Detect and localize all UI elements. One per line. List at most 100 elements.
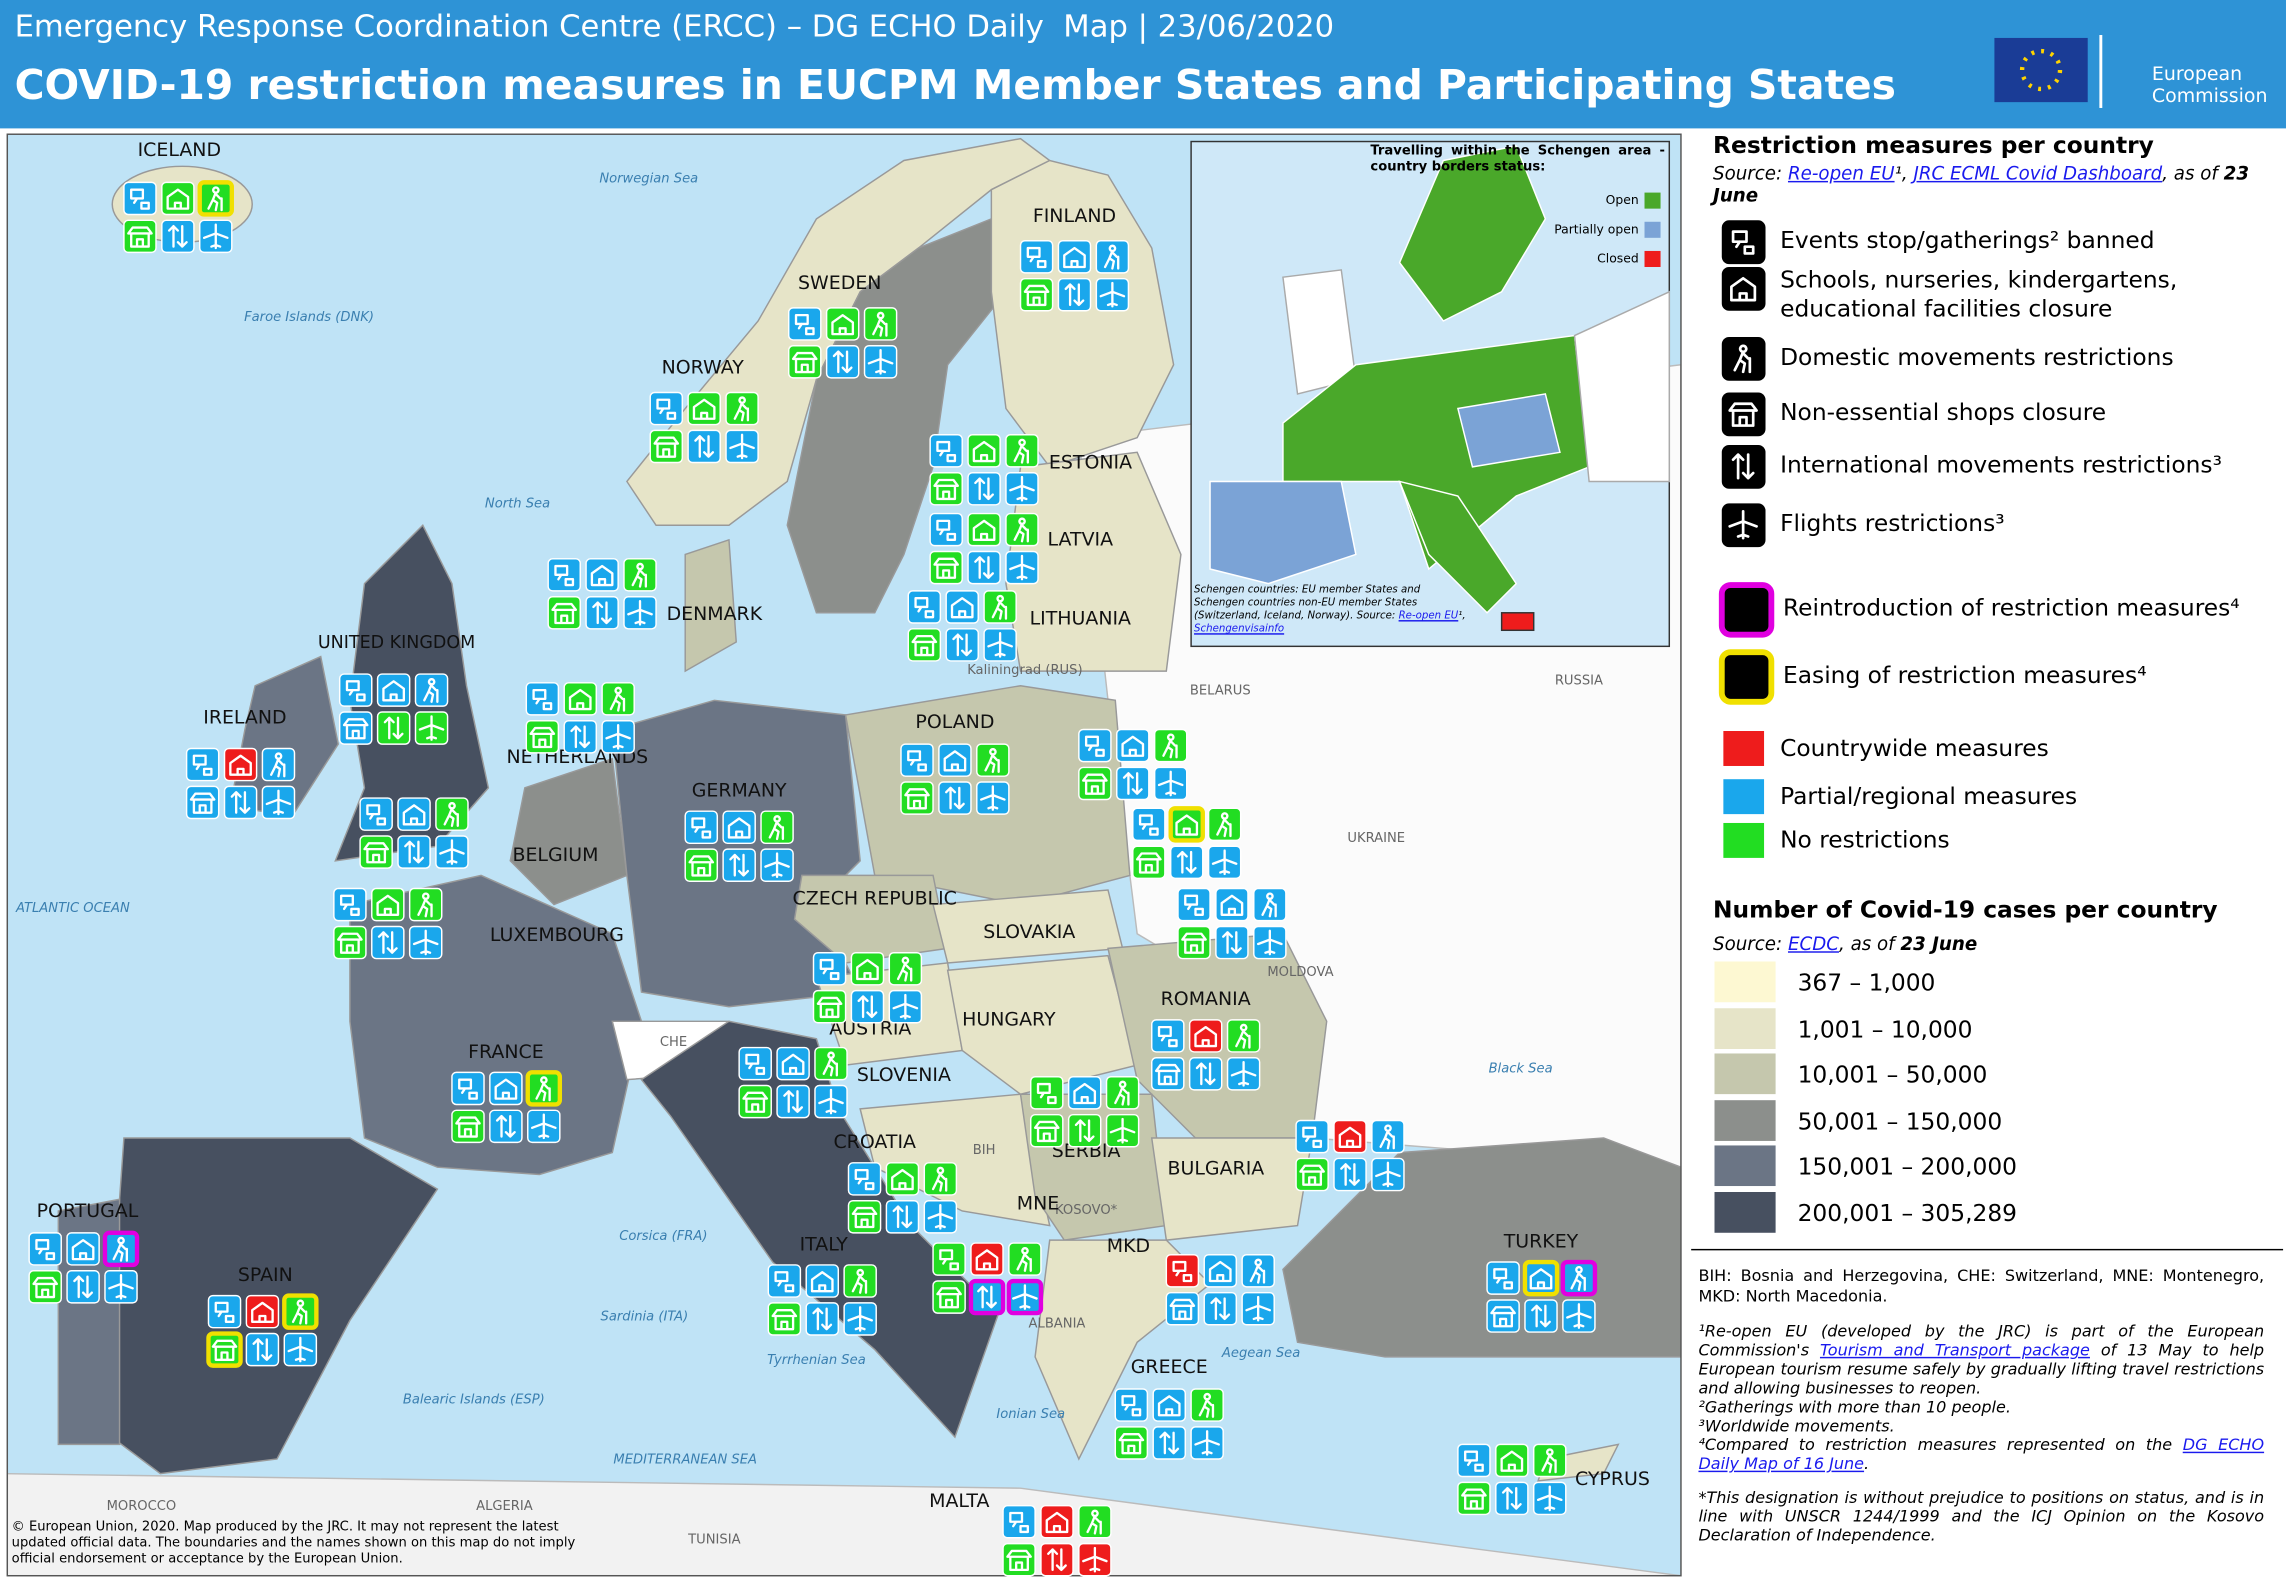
icon-glyph [851, 1206, 878, 1229]
icon-glyph [529, 726, 556, 749]
place-label: BIH [973, 1143, 996, 1158]
country-label: DENMARK [667, 603, 763, 625]
measure-icon [805, 1302, 840, 1336]
measure-icons [649, 391, 759, 464]
place-label: Black Sea [1489, 1061, 1553, 1076]
icon-glyph [1154, 1063, 1181, 1086]
legend-bin-label: 367 – 1,000 [1797, 968, 1936, 997]
legend-frame-label: Reintroduction of restriction measures⁴ [1783, 593, 2240, 622]
icon-glyph [495, 1114, 516, 1138]
measure-icon [1116, 766, 1150, 801]
place-label: MOLDOVA [1267, 965, 1333, 980]
footnote: ¹Re-open EU (developed by the JRC) is pa… [1698, 1322, 2264, 1398]
text-part: . [1864, 1454, 1870, 1474]
icon-glyph [688, 855, 715, 877]
icon-glyph [794, 313, 815, 336]
footnote: *This designation is without prejudice t… [1698, 1488, 2264, 1545]
country-label: FRANCE [468, 1041, 544, 1063]
measure-icon [805, 1264, 840, 1298]
abbreviations: BIH: Bosnia and Herzegovina, CHE: Switze… [1698, 1266, 2265, 1306]
icon-glyph [1731, 453, 1755, 480]
link[interactable]: JRC ECML Covid Dashboard [1913, 161, 2163, 184]
icon-glyph [631, 562, 648, 588]
measure-icon [525, 1070, 563, 1107]
icon-glyph [418, 715, 445, 741]
icon-glyph [1012, 1284, 1038, 1310]
icon-glyph [1157, 770, 1184, 797]
measure-icon [945, 628, 979, 662]
icon-glyph [402, 804, 426, 826]
icon-glyph [1194, 1430, 1220, 1456]
measure-icon [1215, 925, 1249, 960]
measure-icon [489, 1071, 523, 1106]
icon-glyph [1235, 1023, 1251, 1049]
main-title: COVID-19 restriction measures in EUCPM M… [14, 61, 1896, 110]
icon-glyph [729, 433, 755, 460]
measure-icon [623, 558, 657, 592]
measure-icons [451, 1070, 563, 1144]
legend-source: Source: Re-open EU¹, JRC ECML Covid Dash… [1713, 162, 2274, 206]
icon-glyph [366, 804, 387, 826]
icon-glyph [975, 1249, 999, 1271]
icon-glyph [1230, 1060, 1257, 1087]
icon-glyph [207, 186, 223, 212]
country-label: MNE [1017, 1193, 1059, 1215]
icon-glyph [1023, 284, 1050, 307]
country-label: MKD [1107, 1235, 1150, 1257]
measure-icon [850, 989, 885, 1024]
country-label: GREECE [1131, 1356, 1208, 1378]
text-part: , as of [1838, 932, 1901, 955]
icon-glyph [443, 802, 459, 827]
place-label: TUNISIA [687, 1533, 740, 1548]
icon-glyph [189, 792, 216, 814]
measure-icons [684, 810, 794, 882]
link[interactable]: Tourism and Transport package [1819, 1340, 2090, 1360]
logo-line: European [2151, 64, 2243, 87]
icon-glyph [1198, 1392, 1215, 1418]
link[interactable]: DG ECHO Daily Map of 16 June [1698, 1435, 2265, 1474]
icon-glyph [1728, 402, 1758, 427]
legend-measure-icon [1721, 392, 1766, 437]
measure-icon [1207, 807, 1242, 842]
measure-icon [825, 307, 860, 341]
legend-bin-swatch [1714, 1007, 1776, 1049]
icon-glyph [1103, 244, 1120, 270]
link[interactable]: Re-open EU [1787, 161, 1895, 184]
measure-icons [338, 673, 449, 745]
link[interactable]: Re-open EU [1398, 609, 1459, 622]
measure-icon [161, 219, 195, 254]
link[interactable]: ECDC [1787, 932, 1839, 955]
measure-icon [1560, 1259, 1598, 1297]
logo-divider [2099, 35, 2103, 108]
icon-glyph [1541, 1448, 1557, 1474]
measure-icon [1169, 845, 1204, 880]
icon-glyph [936, 440, 957, 463]
icon-glyph [1379, 1124, 1395, 1150]
icon-glyph [1138, 814, 1159, 836]
icon-glyph [1338, 1126, 1362, 1148]
measure-icon [1067, 1076, 1102, 1110]
legend-scope-label: Partial/regional measures [1780, 782, 2078, 810]
icon-glyph [1013, 438, 1029, 464]
icon-glyph [1162, 733, 1178, 759]
measure-icon [489, 1109, 523, 1144]
legend-measure-label: International movements restrictions³ [1780, 450, 2222, 479]
place-label: RUSSIA [1555, 673, 1603, 688]
measure-icon [722, 810, 756, 845]
link[interactable]: Schengenvisainfo [1194, 622, 1285, 635]
icon-glyph [1073, 1082, 1097, 1105]
icon-glyph [1084, 735, 1105, 757]
inset-note-text: Schengen countries: EU member States and… [1194, 584, 1471, 637]
eu-stars [2019, 48, 2063, 92]
legend-measure-label: Schools, nurseries, kindergartens, educa… [1780, 265, 2178, 323]
icon-glyph [1013, 517, 1029, 543]
icon-glyph [363, 842, 389, 864]
measure-icons [812, 951, 923, 1024]
measure-icon [1524, 1299, 1558, 1333]
measure-icon [885, 1200, 920, 1234]
measure-icon [725, 391, 759, 426]
icon-glyph [592, 601, 613, 625]
measure-icon [371, 887, 405, 922]
icon-glyph [455, 1116, 481, 1138]
measure-icon [1532, 1443, 1567, 1478]
